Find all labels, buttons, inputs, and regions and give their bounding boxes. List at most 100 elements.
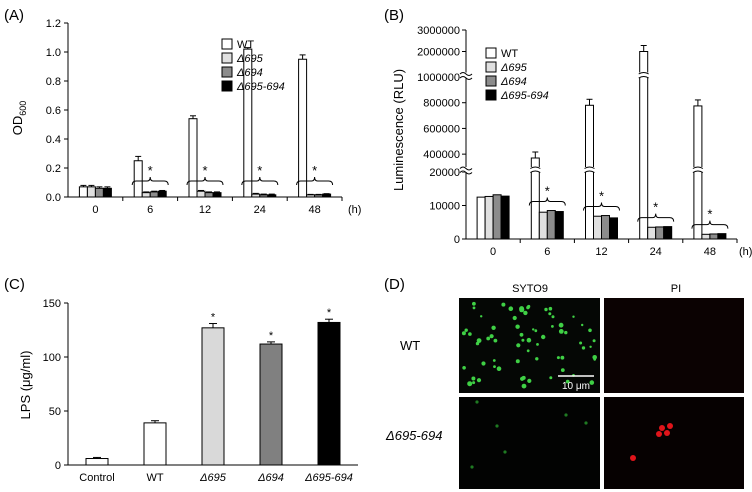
- green-cell: [519, 332, 524, 337]
- legend-label-0: WT: [237, 39, 254, 51]
- bar: [609, 217, 618, 240]
- green-cell: [581, 323, 584, 327]
- x-tick-label: 48: [308, 204, 320, 216]
- green-cell: [472, 306, 476, 310]
- bar: [476, 196, 486, 240]
- significance-brace: [131, 176, 169, 186]
- significance-marker: *: [269, 330, 274, 342]
- chart-a: 0.0 0.2 0.4 0.6 0.8 1.0 1.2 OD600 0 6 * 12 * 24 * 48 * (h…: [10, 18, 361, 216]
- y-tick-label: 600000: [423, 123, 460, 135]
- axis-break-mark: [459, 170, 473, 175]
- green-cell: [472, 301, 476, 306]
- bar: [196, 190, 206, 198]
- green-cell: [549, 376, 553, 380]
- bar: [149, 191, 159, 198]
- green-cell: [516, 343, 521, 348]
- legend-label-0: WT: [501, 48, 518, 60]
- bar: [267, 194, 277, 198]
- x-tick-label: Δ695-694: [304, 472, 353, 484]
- chart-c: 0 50 100 150 LPS (μg/ml) Control WT Δ695 * Δ694 * Δ…: [18, 298, 358, 484]
- micrograph-wt-syto9: [459, 298, 600, 393]
- bar-break-mark: [530, 166, 541, 169]
- bar: [102, 187, 112, 198]
- green-cell: [532, 328, 535, 331]
- micrograph-wt-pi: [604, 298, 744, 393]
- y-tick-label: 0.2: [46, 163, 61, 175]
- green-cell: [491, 325, 496, 330]
- y-tick-label: 0: [55, 460, 61, 472]
- bar: [188, 118, 198, 198]
- green-cell: [526, 337, 532, 343]
- col-label-pi: PI: [671, 283, 681, 295]
- green-cell: [515, 359, 520, 364]
- y-tick-label: 0: [454, 234, 460, 246]
- green-cell: [551, 325, 554, 328]
- green-cell: [572, 315, 575, 318]
- red-cell: [664, 430, 670, 436]
- bar: [601, 215, 610, 240]
- legend-swatch-1: [221, 52, 233, 64]
- significance-brace: [583, 202, 620, 211]
- bar: [201, 327, 225, 466]
- micrograph-mutant-syto9: [459, 397, 600, 489]
- green-cell: [521, 383, 527, 389]
- significance-marker: *: [211, 312, 216, 324]
- legend-swatch-2: [485, 75, 497, 87]
- x-tick-label: 6: [544, 246, 550, 258]
- y-tick-label: 0.0: [46, 192, 61, 204]
- green-cell: [520, 376, 525, 381]
- y-axis-label: Luminescence (RLU): [391, 69, 406, 191]
- green-cell: [592, 339, 596, 343]
- green-cell: [536, 343, 539, 346]
- y-tick-label: 3000000: [417, 25, 460, 37]
- micrograph-mutant-pi: [604, 397, 744, 489]
- bar-break-mark: [692, 170, 704, 173]
- significance-brace: [528, 197, 566, 206]
- green-cell: [508, 306, 514, 312]
- green-cell: [589, 380, 595, 385]
- green-cell: [593, 357, 597, 361]
- legend-swatch-1: [485, 61, 497, 73]
- legend-swatch-2: [221, 66, 233, 78]
- y-tick-label: 10000: [429, 201, 460, 213]
- x-tick-label: Δ694: [257, 472, 284, 484]
- bar: [141, 192, 151, 198]
- bar: [86, 186, 96, 198]
- axis-break-mark: [459, 72, 473, 76]
- green-cell: [480, 315, 483, 318]
- y-axis-label: LPS (μg/ml): [18, 351, 33, 420]
- axis-break-gap: [460, 167, 472, 172]
- bar: [94, 187, 104, 198]
- green-cell: [471, 376, 476, 381]
- legend-swatch-3: [221, 80, 233, 92]
- y-tick-label: 2000000: [417, 47, 460, 59]
- y-tick-label: 400000: [423, 149, 460, 161]
- legend-label-1: Δ695: [500, 62, 528, 74]
- green-cell: [492, 359, 496, 362]
- y-tick-label: 800000: [423, 98, 460, 110]
- bar-break-mark: [584, 170, 595, 173]
- red-cell: [659, 425, 665, 431]
- bar: [717, 233, 727, 240]
- x-tick-label: 12: [199, 204, 211, 216]
- green-cell: [527, 378, 532, 383]
- bar: [143, 422, 167, 466]
- green-cell: [589, 345, 592, 348]
- y-tick-label: 1000000: [417, 72, 460, 84]
- axis-break-mark: [459, 76, 473, 80]
- scale-bar-label: 10 μm: [562, 381, 590, 392]
- green-cell: [496, 366, 502, 372]
- green-cell: [560, 355, 565, 360]
- bar: [593, 215, 602, 240]
- legend-label-2: Δ694: [500, 76, 527, 88]
- y-tick-label: 0.4: [46, 134, 61, 146]
- green-cell: [534, 329, 538, 333]
- bar: [554, 211, 564, 240]
- bar: [538, 211, 548, 240]
- bar: [212, 192, 222, 198]
- green-cell: [495, 424, 499, 428]
- bar: [78, 186, 88, 198]
- green-cell: [476, 338, 482, 343]
- bar: [322, 193, 332, 198]
